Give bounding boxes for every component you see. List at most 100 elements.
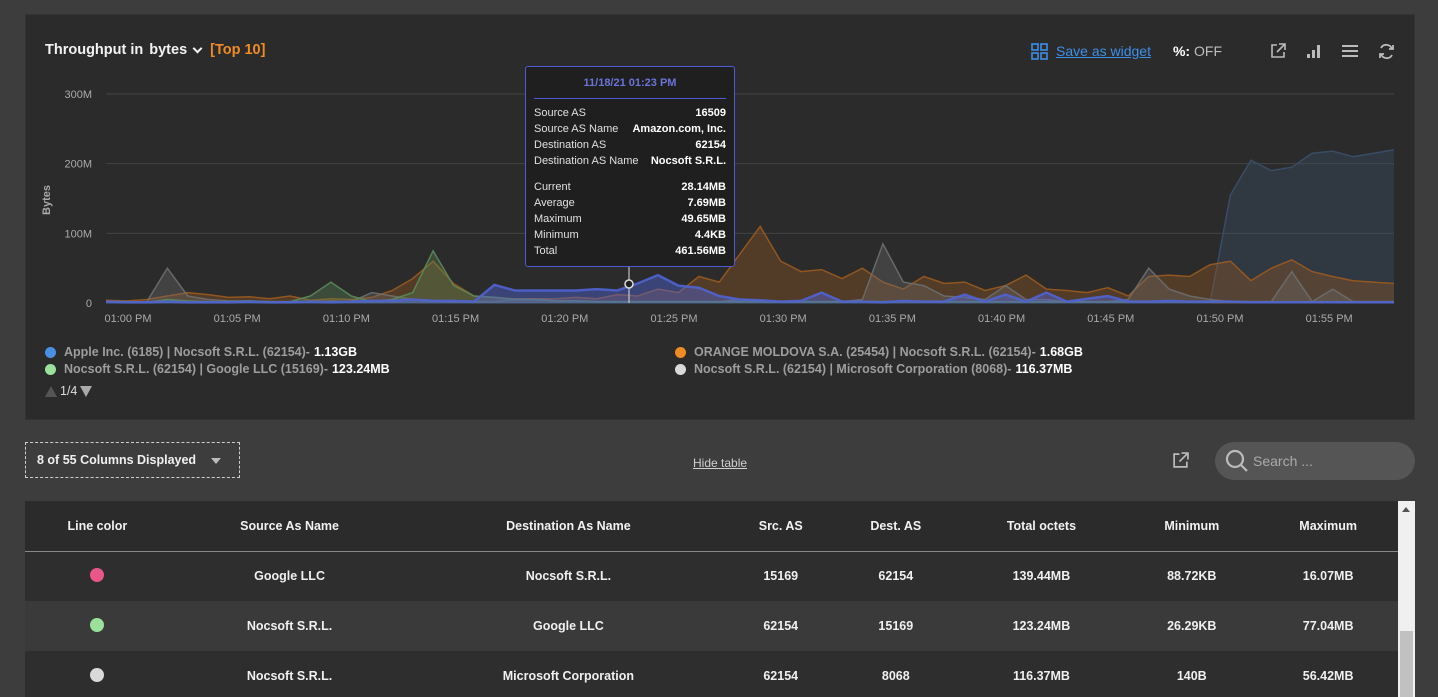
tooltip-key: Destination AS <box>534 139 607 151</box>
menu-icon[interactable] <box>1340 41 1360 61</box>
x-tick-label: 01:20 PM <box>541 313 588 325</box>
legend-dot <box>45 363 56 375</box>
legend-label: Nocsoft S.R.L. (62154) | Google LLC (151… <box>64 362 324 376</box>
title-text: Throughput in <box>45 42 144 58</box>
legend-total: 1.13GB <box>313 345 358 359</box>
table-cell: Nocsoft S.R.L. <box>409 551 728 601</box>
tooltip-row: Average 7.69MB <box>534 195 726 211</box>
table-cell: Nocsoft S.R.L. <box>169 601 410 651</box>
tooltip-date: 11/18/21 01:23 PM <box>534 67 726 99</box>
table-row[interactable]: Nocsoft S.R.L. Microsoft Corporation 62154… <box>25 651 1398 697</box>
tooltip-row: Total 461.56MB <box>534 243 726 259</box>
percent-label: %: <box>1172 43 1191 59</box>
bar-chart-icon[interactable] <box>1304 41 1324 61</box>
legend-item[interactable]: Nocsoft S.R.L. (62154) | Google LLC (151… <box>45 362 390 376</box>
top-n-label: [Top 10] <box>210 42 266 58</box>
table-cell: 56.42MB <box>1258 651 1398 697</box>
tooltip-key: Total <box>534 245 558 257</box>
table-cell: 139.44MB <box>957 551 1126 601</box>
refresh-icon[interactable] <box>1376 41 1396 61</box>
table-cell: 140B <box>1125 651 1259 697</box>
column-header[interactable]: Src. AS <box>727 501 835 552</box>
scroll-up-icon[interactable] <box>1402 507 1410 512</box>
legend-item[interactable]: ORANGE MOLDOVA S.A. (25454) | Nocsoft S.… <box>675 345 1083 359</box>
y-tick-label: 300M <box>64 89 92 101</box>
column-header[interactable]: Dest. AS <box>834 501 958 552</box>
table-cell: 15169 <box>727 551 835 601</box>
tooltip-row: Source AS 16509 <box>534 105 726 121</box>
x-tick-label: 01:50 PM <box>1196 313 1243 325</box>
tooltip-row: Destination AS Name Nocsoft S.R.L. <box>534 153 726 169</box>
columns-dropdown[interactable]: 8 of 55 Columns Displayed <box>25 442 240 478</box>
tooltip-value: 7.69MB <box>687 197 726 209</box>
legend-dot <box>45 346 56 358</box>
search-box <box>1215 442 1415 480</box>
scroll-thumb[interactable] <box>1400 631 1413 697</box>
tooltip-row: Minimum 4.4KB <box>534 227 726 243</box>
column-header[interactable]: Source As Name <box>169 501 410 552</box>
legend-total: 123.24MB <box>331 362 390 376</box>
tooltip-key: Maximum <box>534 213 582 225</box>
tooltip-value: 62154 <box>695 139 726 151</box>
x-tick-label: 01:35 PM <box>869 313 916 325</box>
table-cell: 15169 <box>834 601 958 651</box>
line-color-dot <box>90 667 105 682</box>
table-cell: 116.37MB <box>957 651 1126 697</box>
throughput-chart[interactable]: 300M 200M 100M 0 Bytes 01:00 PM 01:05 PM 01:10 … <box>26 15 1416 335</box>
series-area <box>106 250 1394 303</box>
tooltip-row: Destination AS 62154 <box>534 137 726 153</box>
percent-toggle[interactable]: %: OFF <box>1173 43 1222 59</box>
series-line[interactable] <box>105 273 1394 304</box>
page-down-icon[interactable] <box>80 385 93 397</box>
column-header[interactable]: Maximum <box>1258 501 1398 552</box>
table-cell: 26.29KB <box>1125 601 1259 651</box>
hover-point[interactable] <box>624 279 634 289</box>
search-input[interactable] <box>1253 453 1403 469</box>
column-header[interactable]: Line color <box>25 501 170 552</box>
table-cell: 8068 <box>834 651 958 697</box>
legend-item[interactable]: Apple Inc. (6185) | Nocsoft S.R.L. (6215… <box>45 345 357 359</box>
x-tick-label: 01:10 PM <box>323 313 370 325</box>
tooltip-row: Source AS Name Amazon.com, Inc. <box>534 121 726 137</box>
legend-label: Nocsoft S.R.L. (62154) | Microsoft Corpo… <box>694 362 1008 376</box>
table-cell: 123.24MB <box>957 601 1126 651</box>
series-line[interactable] <box>105 225 1395 302</box>
x-tick-label: 01:15 PM <box>432 313 479 325</box>
y-tick-label: 100M <box>64 228 92 240</box>
line-color-dot <box>90 567 105 582</box>
column-header[interactable]: Destination As Name <box>409 501 728 552</box>
table-cell: 62154 <box>727 601 835 651</box>
line-color-dot <box>90 617 105 632</box>
save-widget-link[interactable]: Save as widget <box>1031 42 1151 60</box>
columns-label: 8 of 55 Columns Displayed <box>37 453 197 467</box>
table-cell: 77.04MB <box>1258 601 1398 651</box>
table-cell: 16.07MB <box>1258 551 1398 601</box>
tooltip-key: Source AS Name <box>534 123 619 135</box>
tooltip-key: Minimum <box>534 229 579 241</box>
search-icon <box>1225 449 1248 472</box>
series-area <box>106 226 1394 303</box>
widget-grid-icon <box>1031 42 1048 60</box>
legend-total: 116.37MB <box>1015 362 1073 376</box>
export-table-icon[interactable] <box>1172 452 1189 474</box>
tooltip-row: Current 28.14MB <box>534 179 726 195</box>
chart-toolbar: Save as widget %: OFF <box>1031 41 1396 61</box>
table-row[interactable]: Nocsoft S.R.L. Google LLC 62154 15169 123.24… <box>25 601 1398 651</box>
tooltip-value: 4.4KB <box>694 229 726 241</box>
table-scrollbar[interactable] <box>1398 501 1415 697</box>
open-external-icon[interactable] <box>1268 41 1288 61</box>
unit-dropdown[interactable]: bytes <box>149 42 203 58</box>
legend-label: ORANGE MOLDOVA S.A. (25454) | Nocsoft S.… <box>694 345 1032 359</box>
tooltip-value: 49.65MB <box>681 213 726 225</box>
legend-dot <box>675 346 686 358</box>
page-up-icon[interactable] <box>45 385 57 397</box>
table-row[interactable]: Google LLC Nocsoft S.R.L. 15169 62154 139.44… <box>25 551 1398 601</box>
column-header[interactable]: Minimum <box>1125 501 1259 552</box>
legend-item[interactable]: Nocsoft S.R.L. (62154) | Microsoft Corpo… <box>675 362 1072 376</box>
hide-table-link[interactable]: Hide table <box>693 456 748 470</box>
column-header[interactable]: Total octets <box>957 501 1126 552</box>
data-table: Line color Source As Name Destination As N… <box>25 501 1415 697</box>
legend-total: 1.68GB <box>1039 345 1083 359</box>
unit-label: bytes <box>149 42 188 58</box>
table-cell: 88.72KB <box>1125 551 1259 601</box>
